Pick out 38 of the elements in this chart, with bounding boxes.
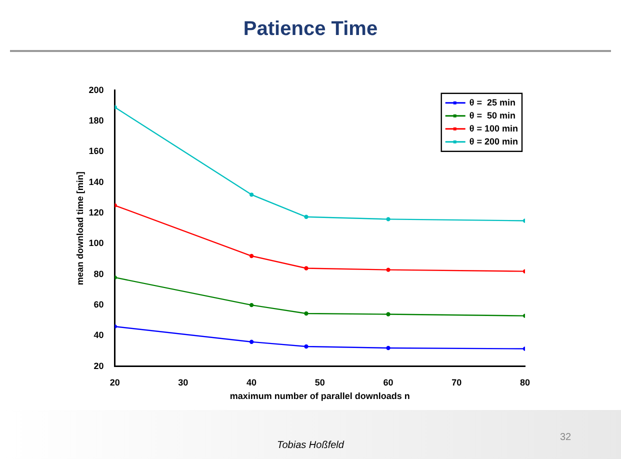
y-tick-label: 40: [94, 330, 104, 340]
point: [249, 192, 254, 197]
chart-title: Patience Time: [242, 18, 379, 41]
point: [249, 302, 254, 308]
x-tick-label: 40: [246, 377, 257, 388]
point: [386, 346, 390, 350]
legend-label: θ = 25 min: [469, 97, 516, 108]
point: [304, 311, 308, 316]
legend-label: θ = 100 min: [469, 123, 518, 134]
point: [386, 217, 390, 222]
y-tick-label: 180: [88, 116, 104, 126]
y-tick-label: 20: [94, 360, 104, 371]
y-tick-label: 140: [88, 176, 104, 187]
legend-label: θ = 50 min: [469, 110, 516, 120]
y-tick-label: 120: [88, 208, 104, 218]
x-tick-label: 70: [452, 377, 462, 388]
point: [304, 344, 308, 349]
y-tick-label: 200: [88, 84, 104, 95]
point: [249, 340, 254, 344]
x-tick-label: 60: [383, 377, 394, 388]
point: [386, 312, 390, 316]
legend-label: θ = 200 min: [469, 136, 518, 146]
x-tick-label: 50: [314, 377, 325, 388]
point: [386, 268, 390, 272]
x-tick-label: 30: [178, 377, 188, 388]
point: [304, 266, 308, 270]
y-tick-label: 160: [88, 146, 104, 156]
y-tick-label: 80: [94, 268, 104, 279]
x-tick-label: 20: [110, 377, 120, 388]
x-tick-label: 80: [520, 377, 530, 388]
text: Tobias Hoßfeld: [277, 440, 344, 451]
y-tick-label: 100: [88, 238, 104, 248]
point: [304, 214, 308, 219]
y-axis-title: mean download time [min]: [74, 172, 85, 286]
y-tick-label: 60: [94, 300, 104, 310]
x-axis-title: maximum number of parallel downloads n: [230, 391, 410, 402]
text: 32: [560, 432, 572, 443]
point: [249, 254, 254, 258]
